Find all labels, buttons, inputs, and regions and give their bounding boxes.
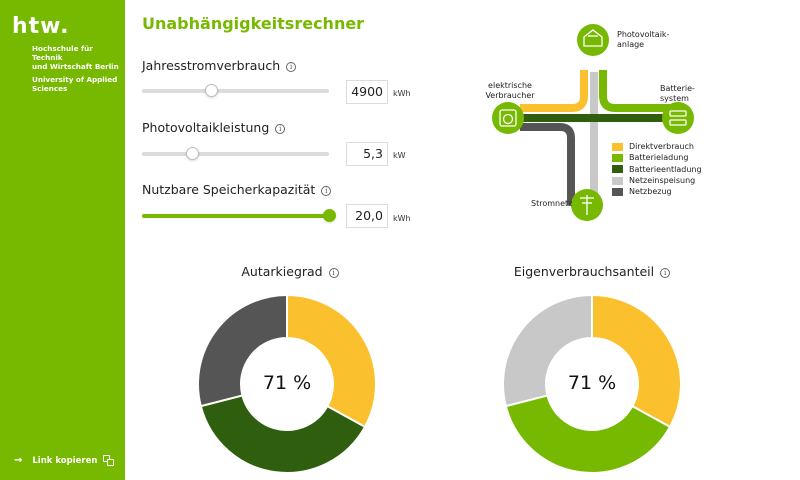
slider-fill (142, 214, 329, 218)
school-line-1: Hochschule für Technik (32, 44, 93, 62)
legend-swatch (612, 165, 623, 174)
power-pole-icon (580, 195, 594, 215)
slider-thumb[interactable] (204, 84, 218, 97)
sidebar: htw. Hochschule für Technik und Wirtscha… (0, 0, 125, 480)
flow-grid-purchase (520, 123, 575, 205)
donut-segment-netzbezug (197, 294, 288, 408)
copy-link-label: Link kopieren (32, 455, 98, 466)
copy-icon (103, 455, 115, 466)
htw-logo: htw. (12, 14, 70, 39)
legend-label: Netzbezug (629, 187, 672, 197)
info-icon[interactable]: i (286, 62, 297, 72)
legend-swatch (612, 142, 623, 151)
consumer-node (492, 102, 524, 134)
legend-swatch (612, 176, 623, 185)
autarky-title: Autarkiegrad i (210, 264, 370, 279)
consumption-label: Jahresstromverbrauch i (142, 58, 297, 73)
solar-house-icon (583, 29, 603, 47)
page-title: Unabhängigkeitsrechner (142, 14, 365, 33)
storage-slider[interactable] (142, 209, 336, 222)
flow-direct-use (520, 70, 588, 112)
battery-label-line2: system (660, 93, 689, 103)
school-line-3: University of Applied Sciences (32, 75, 118, 93)
consumer-label-line2: Verbraucher (485, 90, 535, 100)
slider-fill (142, 152, 193, 156)
autarky-donut (197, 294, 377, 474)
energy-flow-diagram (492, 24, 694, 221)
info-icon[interactable]: i (328, 268, 339, 278)
legend-label: Netzeinspeisung (629, 176, 696, 186)
autarky-value: 71 % (262, 372, 312, 394)
self-consumption-value: 71 % (567, 372, 617, 394)
slider-fill (142, 89, 212, 93)
battery-label-line1: Batterie- (660, 84, 695, 93)
consumption-label-text: Jahresstromverbrauch (142, 58, 281, 73)
consumer-label: elektrische Verbraucher (485, 81, 535, 100)
legend-item: Netzeinspeisung (612, 175, 702, 186)
pv-power-input[interactable]: 5,3 (346, 142, 388, 166)
self-consumption-title: Eigenverbrauchsanteil i (502, 264, 682, 279)
info-icon[interactable]: i (321, 186, 332, 196)
donut-segment-direktverbrauch (286, 294, 377, 429)
donut-segment-batterieentladung (199, 394, 367, 474)
consumption-unit: kWh (393, 89, 411, 98)
storage-label: Nutzbare Speicherkapazität i (142, 182, 332, 197)
pv-power-label-text: Photovoltaikleistung (142, 120, 270, 135)
pv-power-unit: kW (393, 151, 406, 160)
storage-label-text: Nutzbare Speicherkapazität (142, 182, 316, 197)
school-line-2: und Wirtschaft Berlin (32, 62, 119, 71)
grid-label: Stromnetz (531, 199, 573, 208)
legend-label: Direktverbrauch (629, 142, 694, 152)
pv-label-line1: Photovoltaik- (617, 30, 670, 39)
washing-machine-icon (499, 109, 517, 127)
donut-segment-netzeinspeisung (502, 294, 593, 408)
pv-label-line2: anlage (617, 39, 645, 49)
copy-link-button[interactable]: → Link kopieren (14, 455, 115, 466)
battery-icon (669, 110, 687, 126)
donut-segment-batterieladung (504, 394, 672, 474)
storage-input[interactable]: 20,0 (346, 204, 388, 228)
slider-thumb[interactable] (322, 209, 336, 222)
flow-legend: Direktverbrauch Batterieladung Batteriee… (612, 141, 702, 197)
legend-item: Batterieladung (612, 152, 702, 163)
legend-item: Netzbezug (612, 186, 702, 197)
slider-thumb[interactable] (185, 147, 199, 160)
self-consumption-title-text: Eigenverbrauchsanteil (513, 264, 655, 279)
donut-segment-direktverbrauch (591, 294, 682, 429)
info-icon[interactable]: i (275, 124, 286, 134)
info-icon[interactable]: i (660, 268, 671, 278)
consumption-input[interactable]: 4900 (346, 80, 388, 104)
storage-unit: kWh (393, 214, 411, 223)
legend-item: Batterieentladung (612, 164, 702, 175)
battery-label: Batterie- system (660, 84, 695, 103)
pv-node (577, 24, 609, 56)
arrow-right-icon: → (14, 455, 23, 466)
legend-swatch (612, 153, 623, 162)
pv-label: Photovoltaik- anlage (617, 30, 669, 49)
pv-power-slider[interactable] (142, 147, 329, 160)
legend-item: Direktverbrauch (612, 141, 702, 152)
battery-node (662, 102, 694, 134)
legend-label: Batterieladung (629, 153, 689, 163)
consumer-label-line1: elektrische (488, 81, 532, 90)
legend-label: Batterieentladung (629, 164, 702, 174)
school-name: Hochschule für Technik und Wirtschaft Be… (32, 44, 122, 93)
flow-battery-charge (599, 70, 670, 112)
consumption-slider[interactable] (142, 84, 329, 97)
autarky-title-text: Autarkiegrad (241, 264, 323, 279)
self-consumption-donut (502, 294, 682, 474)
legend-swatch (612, 187, 623, 196)
pv-power-label: Photovoltaikleistung i (142, 120, 286, 135)
